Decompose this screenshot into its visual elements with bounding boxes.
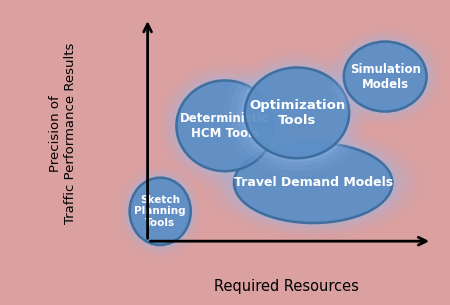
Text: Travel Demand Models: Travel Demand Models bbox=[234, 176, 393, 189]
Ellipse shape bbox=[234, 143, 392, 223]
Text: Sketch
Planning
Tools: Sketch Planning Tools bbox=[135, 195, 186, 228]
Text: Required Resources: Required Resources bbox=[214, 279, 359, 294]
Ellipse shape bbox=[332, 32, 438, 121]
Ellipse shape bbox=[241, 64, 353, 162]
Ellipse shape bbox=[327, 27, 443, 126]
Ellipse shape bbox=[176, 81, 274, 171]
Ellipse shape bbox=[127, 175, 193, 248]
Ellipse shape bbox=[344, 41, 427, 112]
Ellipse shape bbox=[121, 168, 199, 254]
Text: Simulation
Models: Simulation Models bbox=[350, 63, 421, 91]
Text: Precision of
Traffic Performance Results: Precision of Traffic Performance Results bbox=[50, 43, 77, 224]
Ellipse shape bbox=[169, 73, 281, 178]
Ellipse shape bbox=[130, 178, 191, 245]
Ellipse shape bbox=[230, 55, 364, 171]
Ellipse shape bbox=[337, 36, 433, 117]
Ellipse shape bbox=[172, 77, 278, 175]
Ellipse shape bbox=[202, 127, 424, 239]
Text: Deterministic
HCM Tools: Deterministic HCM Tools bbox=[180, 112, 270, 140]
Ellipse shape bbox=[125, 172, 196, 250]
Ellipse shape bbox=[212, 131, 414, 234]
Ellipse shape bbox=[245, 67, 349, 158]
Ellipse shape bbox=[221, 136, 405, 229]
Ellipse shape bbox=[117, 164, 203, 259]
Ellipse shape bbox=[341, 39, 430, 114]
Ellipse shape bbox=[236, 60, 358, 166]
Ellipse shape bbox=[228, 139, 399, 226]
Ellipse shape bbox=[163, 68, 287, 184]
Ellipse shape bbox=[157, 62, 293, 189]
Ellipse shape bbox=[224, 49, 370, 176]
Text: Optimization
Tools: Optimization Tools bbox=[249, 99, 345, 127]
